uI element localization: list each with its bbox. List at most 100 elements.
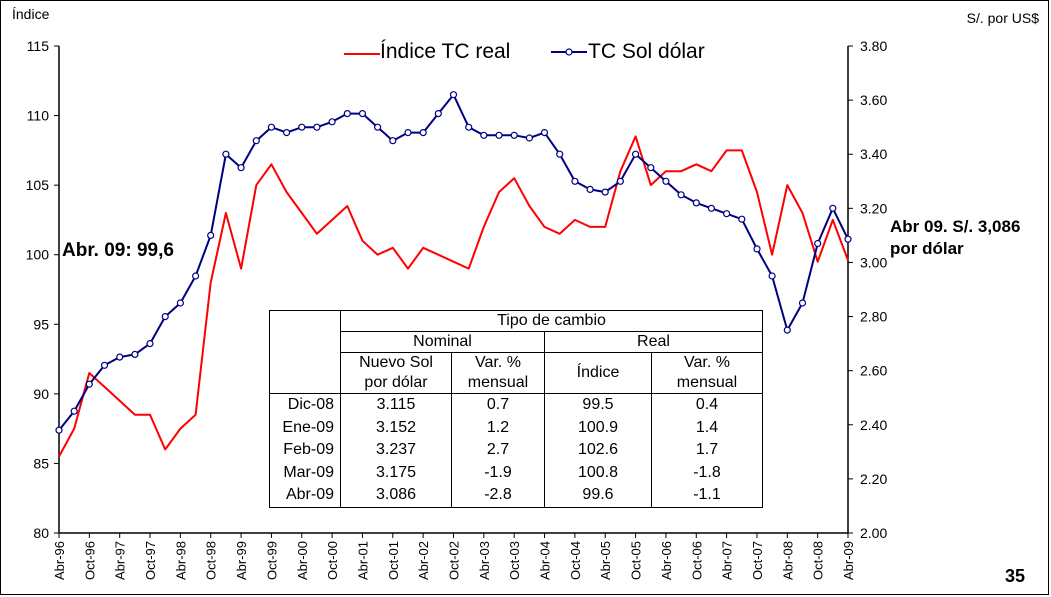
exchange-rate-marker [722, 210, 731, 218]
table-col-header: Var. % mensual [651, 352, 763, 394]
x-tick-label: Abr-99 [234, 541, 249, 580]
exchange-rate-marker [631, 150, 640, 158]
table-col-header: Var. % mensual [451, 352, 545, 394]
right-y-tick-label: 2.20 [860, 471, 887, 487]
col-header-line: Var. % [475, 354, 521, 371]
exchange-rate-marker [267, 123, 275, 131]
page-number: 35 [1004, 566, 1025, 586]
exchange-rate-marker [283, 129, 291, 137]
table-cell: 1.2 [451, 416, 545, 439]
exchange-rate-marker [449, 91, 458, 99]
exchange-rate-marker [161, 313, 169, 321]
left-y-tick-label: 115 [27, 38, 50, 54]
table-subgroup-nominal: Nominal [340, 331, 545, 353]
exchange-rate-marker [146, 340, 154, 348]
right-y-tick-label: 2.80 [860, 309, 887, 325]
table-row: Feb-09 3.237 2.7 102.6 1.7 [269, 439, 763, 462]
exchange-rate-marker [707, 204, 716, 212]
table-header-row-1: Tipo de cambio [269, 310, 763, 394]
table-cell: -2.8 [451, 484, 545, 508]
left-y-tick-label: 110 [27, 108, 50, 124]
table-row: Dic-08 3.115 0.7 99.5 0.4 [269, 393, 763, 417]
x-tick-label: Oct-00 [325, 541, 340, 580]
x-tick-label: Abr-03 [477, 541, 492, 580]
col-header-line: Índice [576, 364, 620, 381]
exchange-rate-marker [192, 272, 200, 280]
x-tick-label: Abr-02 [416, 541, 431, 580]
exchange-rate-marker [328, 118, 336, 126]
table-row-label: Dic-08 [269, 393, 341, 417]
x-tick-label: Oct-08 [811, 541, 826, 580]
col-header-line: Nuevo Sol [359, 354, 433, 371]
x-tick-label: Oct-02 [447, 541, 462, 580]
table-row: Abr-09 3.086 -2.8 99.6 -1.1 [269, 484, 763, 508]
exchange-rate-marker [313, 123, 321, 131]
right-y-tick-label: 2.00 [860, 525, 887, 541]
legend-swatch-exchange-rate [551, 48, 587, 56]
x-tick-label: Abr-05 [598, 541, 613, 580]
legend-label-real-index: Índice TC real [380, 40, 511, 63]
left-y-tick-label: 100 [26, 247, 50, 263]
right-y-tick-label: 3.20 [860, 200, 887, 216]
exchange-rate-marker [571, 177, 579, 185]
right-y-tick-label: 3.80 [860, 38, 887, 54]
exchange-rate-marker [434, 109, 442, 118]
table-cell: -1.8 [651, 461, 763, 484]
exchange-rate-marker [374, 123, 382, 131]
legend-swatch-real-index [344, 53, 380, 55]
exchange-rate-marker [647, 164, 655, 172]
col-header-line: mensual [676, 374, 738, 391]
annotation-exchange-rate-line2: por dólar [890, 239, 964, 258]
exchange-rate-marker [131, 350, 139, 358]
table-row: Ene-09 3.152 1.2 100.9 1.4 [269, 416, 763, 439]
table-cell: -1.9 [451, 461, 545, 484]
table-cell: 99.5 [544, 393, 652, 417]
real-index-line [58, 135, 849, 457]
left-axis-title: Índice [12, 6, 50, 22]
table-header-row-3: Nuevo Sol por dólar Var. % mensual Índice … [270, 352, 763, 394]
right-y-tick-label: 2.40 [860, 417, 887, 433]
left-y-tick-label: 105 [26, 177, 50, 193]
x-tick-label: Abr-98 [173, 541, 188, 580]
x-tick-label: Abr-01 [355, 541, 370, 580]
table-cell: 0.4 [651, 393, 763, 417]
left-y-tick-label: 80 [33, 525, 49, 541]
exchange-rate-marker [176, 299, 184, 307]
right-y-tick-label: 3.00 [860, 254, 887, 270]
exchange-rate-marker [100, 361, 109, 369]
x-tick-label: Abr-97 [113, 541, 128, 580]
table-cell: 99.6 [544, 484, 652, 508]
table-cell: 3.175 [340, 461, 452, 484]
exchange-rate-marker [419, 129, 427, 137]
x-tick-label: Abr-06 [659, 541, 674, 580]
exchange-rate-table: Tipo de cambio Nominal Real Nuevo Sol por… [269, 310, 763, 508]
exchange-rate-marker [480, 131, 488, 139]
legend-label-exchange-rate: TC Sol dólar [588, 40, 705, 63]
x-tick-label: Abr-07 [720, 541, 735, 580]
x-tick-label: Abr-09 [841, 541, 856, 580]
exchange-rate-marker [844, 235, 852, 243]
exchange-rate-marker [798, 299, 807, 307]
exchange-rate-marker [495, 131, 503, 139]
table-row-label: Feb-09 [269, 439, 341, 462]
x-tick-label: Abr-08 [780, 541, 795, 580]
table-cell: 1.4 [651, 416, 763, 439]
right-y-tick-label: 3.40 [860, 146, 887, 162]
x-tick-label: Oct-98 [204, 541, 219, 580]
exchange-rate-marker [358, 109, 367, 118]
right-axis-title: S/. por US$ [966, 10, 1039, 26]
table-cell: -1.1 [651, 484, 763, 508]
exchange-rate-marker [70, 407, 78, 415]
x-tick-label: Oct-01 [386, 541, 401, 580]
exchange-rate-marker [389, 137, 397, 145]
exchange-rate-marker [298, 123, 306, 131]
table-row-label: Mar-09 [269, 461, 341, 484]
exchange-rate-marker [116, 353, 124, 361]
table-cell: 1.7 [651, 439, 763, 462]
exchange-rate-marker [404, 129, 412, 137]
x-tick-label: Abr-96 [52, 541, 67, 580]
exchange-rate-marker [540, 129, 549, 137]
col-header-line: por dólar [364, 374, 428, 391]
